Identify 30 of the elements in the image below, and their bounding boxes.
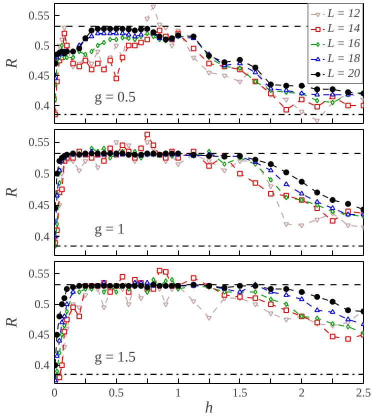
x-tick-label: 2 [298,386,305,400]
legend-label: L = 14 [327,21,360,36]
legend-label: L = 18 [327,51,360,66]
x-axis-title: h [205,400,213,416]
y-tick-label: 0.45 [28,328,50,342]
y-tick-label: 0.55 [28,266,50,281]
legend-label: L = 16 [327,36,360,51]
y-tick-label: 0.45 [28,68,50,82]
x-tick-label: 0.5 [108,386,124,400]
y-tick-label: 0.5 [34,38,50,52]
annotation: g = 0.5 [94,90,136,106]
x-tick-label: 1.5 [232,386,248,400]
y-axis-title: R [4,187,20,198]
annotation: g = 1 [94,222,125,238]
y-tick-label: 0.55 [28,135,50,150]
y-tick-label: 0.4 [34,358,50,372]
x-tick-label: 2.5 [356,386,371,400]
y-axis-title: R [4,58,20,70]
x-tick-label: 0 [52,386,58,400]
y-tick-label: 0.5 [34,297,50,312]
y-tick-label: 0.4 [34,98,50,112]
y-tick-label: 0.55 [28,8,50,22]
y-tick-label: 0.4 [34,230,50,244]
y-tick-label: 0.45 [28,198,50,212]
legend-label: L = 12 [327,6,360,21]
y-axis-title: R [4,317,20,328]
x-tick-label: 1 [175,386,182,400]
annotation: g = 1.5 [94,350,136,366]
legend-label: L = 20 [327,66,360,81]
y-tick-label: 0.5 [34,166,50,181]
